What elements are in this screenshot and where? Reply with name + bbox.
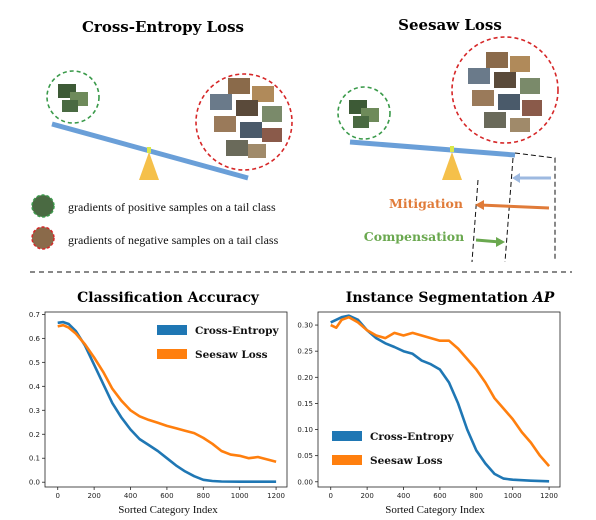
chart1-ytick-label: 0.4 xyxy=(29,383,41,391)
right-beam xyxy=(349,139,516,158)
negative-legend-icon xyxy=(31,226,55,250)
chart1-legend-swatch xyxy=(157,349,187,359)
right-negative-thumbnails xyxy=(468,52,542,132)
chart1-xtick-label: 0 xyxy=(56,492,60,500)
right-guide-outer xyxy=(514,152,556,260)
chart1-xtick-label: 400 xyxy=(124,492,137,500)
chart-instance-segmentation: 0 200 400 600 800 1000 1200 0.00 0.05 0.10 0.15 0.2… xyxy=(297,311,561,500)
chart1-ytick-label: 0.6 xyxy=(29,335,41,343)
chart-classification-accuracy: 0 200 400 600 800 1000 1200 0.0 0.1 0.2 0.3 0.4 0.5 0… xyxy=(29,311,288,500)
chart1-ytick-label: 0.1 xyxy=(29,455,40,463)
chart1-plot-frame xyxy=(44,311,288,488)
chart2-legend-swatch xyxy=(332,431,362,441)
chart2-xtick-label: 600 xyxy=(433,492,446,500)
chart2-ytick-label: 0.15 xyxy=(297,400,313,408)
seesaw-title: Seesaw Loss xyxy=(398,16,502,34)
chart2-title-italic: AP xyxy=(531,290,555,306)
chart2-ytick-label: 0.25 xyxy=(297,348,313,356)
chart2-xtick-label: 0 xyxy=(329,492,333,500)
negative-legend-text: gradients of negative samples on a tail … xyxy=(68,233,279,247)
chart2-title: Instance Segmentation AP xyxy=(346,290,555,306)
chart2-xtick-label: 200 xyxy=(360,492,373,500)
chart2-legend-label: Cross-Entropy xyxy=(370,431,454,443)
right-seesaw: Mitigation Compensation xyxy=(337,36,559,263)
chart1-legend-swatch xyxy=(157,325,187,335)
positive-legend-icon xyxy=(31,194,55,218)
chart2-series-cross-entropy-line xyxy=(330,314,550,483)
chart2-xtick-label: 1200 xyxy=(540,492,558,500)
chart1-ytick-label: 0.0 xyxy=(29,479,40,487)
chart2-plot-frame xyxy=(317,311,561,488)
chart1-xtick-label: 600 xyxy=(160,492,173,500)
left-seesaw xyxy=(46,70,293,181)
compensation-arrow xyxy=(475,237,505,247)
right-pivot-marker xyxy=(450,146,454,152)
chart2-series-seesaw-line xyxy=(330,315,551,467)
right-positive-circle xyxy=(337,86,391,140)
mitigation-arrow xyxy=(475,200,550,210)
chart1-xtick-label: 1000 xyxy=(231,492,249,500)
left-negative-thumbnails xyxy=(210,78,282,158)
chart1-ytick-label: 0.5 xyxy=(29,359,40,367)
chart1-xtick-label: 200 xyxy=(87,492,100,500)
right-pivot xyxy=(442,152,462,180)
positive-legend-text: gradients of positive samples on a tail … xyxy=(68,200,276,214)
chart1-xlabel: Sorted Category Index xyxy=(118,504,218,516)
left-pivot-marker xyxy=(147,147,151,153)
gradient-legend: gradients of positive samples on a tail … xyxy=(31,194,279,250)
blue-arrow xyxy=(512,173,551,183)
chart2-ytick-label: 0.10 xyxy=(297,426,313,434)
chart1-xtick-label: 800 xyxy=(197,492,210,500)
left-positive-circle xyxy=(46,70,100,124)
right-negative-circle xyxy=(451,36,559,144)
mitigation-label: Mitigation xyxy=(389,196,463,211)
chart1-title: Classification Accuracy xyxy=(77,290,260,306)
chart2-ytick-label: 0.20 xyxy=(297,374,313,382)
chart1-legend-label: Seesaw Loss xyxy=(195,349,268,361)
chart2-title-main: Instance Segmentation xyxy=(346,290,533,306)
chart2-ytick-label: 0.30 xyxy=(297,322,313,330)
chart2-legend-swatch xyxy=(332,455,362,465)
compensation-label: Compensation xyxy=(364,229,464,244)
chart2-xtick-label: 800 xyxy=(470,492,483,500)
chart1-legend-label: Cross-Entropy xyxy=(195,325,279,337)
chart2-legend-label: Seesaw Loss xyxy=(370,455,443,467)
chart2-ytick-label: 0.00 xyxy=(297,478,313,486)
left-negative-circle xyxy=(195,73,293,171)
chart1-ytick-label: 0.2 xyxy=(29,431,40,439)
right-guide-inner xyxy=(471,179,479,263)
chart1-series-seesaw-line xyxy=(57,323,277,464)
chart1-ytick-label: 0.3 xyxy=(29,407,40,415)
chart1-xtick-label: 1200 xyxy=(267,492,285,500)
cross-entropy-title: Cross-Entropy Loss xyxy=(82,18,244,36)
chart2-ytick-label: 0.05 xyxy=(297,452,313,460)
left-positive-thumbnails xyxy=(58,84,88,112)
left-pivot xyxy=(139,152,159,180)
chart2-xtick-label: 1000 xyxy=(504,492,522,500)
right-guide-mid xyxy=(504,157,514,263)
chart1-ytick-label: 0.7 xyxy=(29,311,40,319)
right-positive-thumbnails xyxy=(349,100,379,128)
chart2-xtick-label: 400 xyxy=(397,492,410,500)
chart2-xlabel: Sorted Category Index xyxy=(385,504,485,516)
